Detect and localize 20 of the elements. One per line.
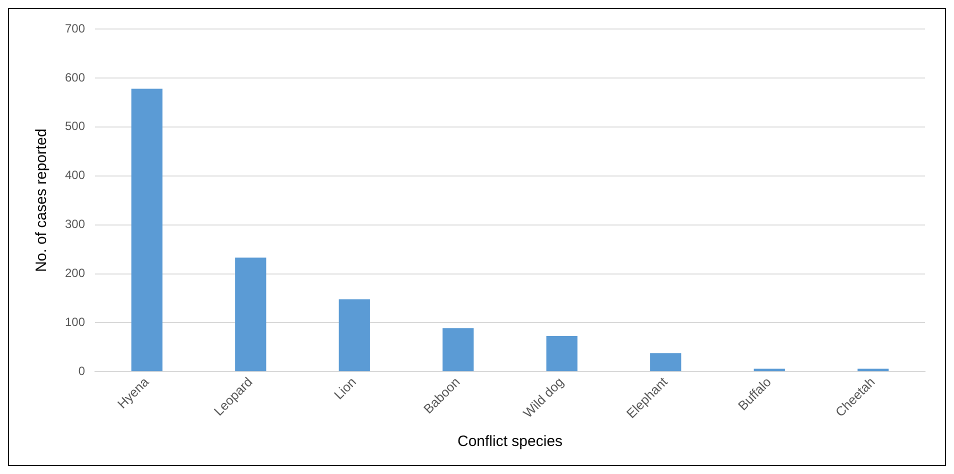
bar [754, 368, 785, 372]
y-tick-label: 100 [64, 315, 86, 330]
y-tick-label: 500 [64, 119, 86, 134]
y-axis-title: No. of cases reported [33, 128, 50, 272]
bar [235, 258, 266, 372]
bar [131, 88, 162, 372]
y-tick-label: 600 [64, 70, 86, 84]
x-axis-title: Conflict species [457, 433, 563, 450]
x-tick-label: Wild dog [520, 374, 567, 421]
bar [442, 328, 474, 372]
y-tick-label: 0 [78, 364, 86, 378]
y-tick-label: 200 [64, 266, 86, 280]
y-tick-label: 700 [64, 21, 86, 36]
bar [650, 353, 682, 372]
bar [338, 299, 370, 372]
x-tick-label: Lion [331, 374, 360, 402]
bar [858, 368, 889, 372]
bar [546, 336, 578, 372]
y-tick-label: 400 [64, 168, 86, 182]
y-tick-label: 300 [64, 217, 86, 232]
